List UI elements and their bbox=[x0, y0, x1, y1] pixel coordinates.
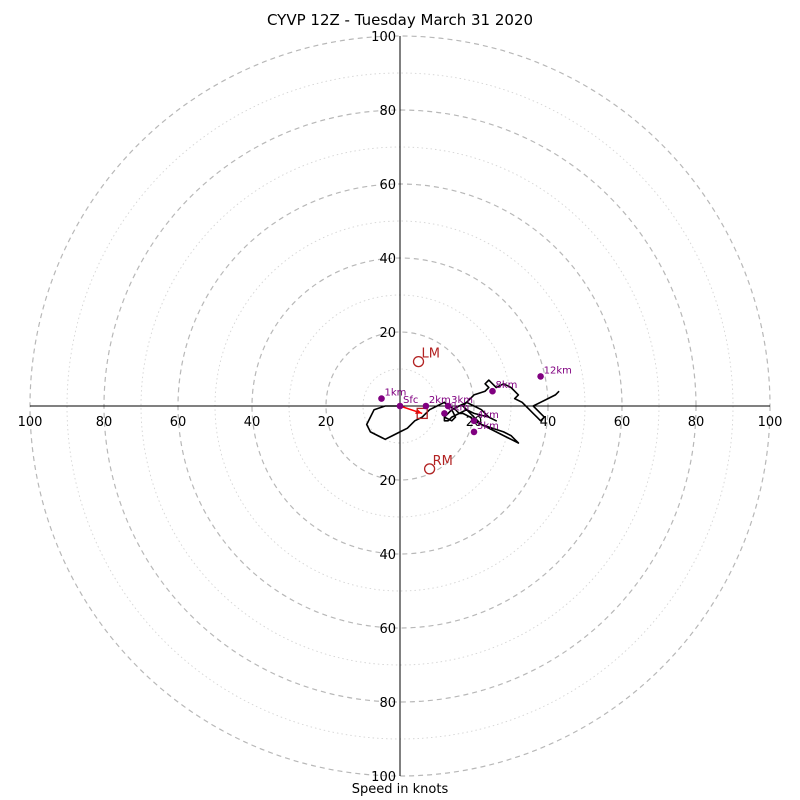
tick-label-west-60: 60 bbox=[170, 415, 187, 430]
tick-label-north-40: 40 bbox=[379, 252, 396, 267]
height-marker-8km bbox=[489, 387, 496, 395]
height-label-2km: 2km bbox=[429, 395, 451, 406]
tick-label-north-20: 20 bbox=[379, 326, 396, 341]
chart-title: CYVP 12Z - Tuesday March 31 2020 bbox=[266, 11, 534, 29]
height-marker-4km bbox=[470, 417, 478, 425]
storm-motion-label-LM: LM bbox=[422, 347, 440, 362]
height-label-Sfc: Sfc bbox=[403, 395, 418, 406]
tick-label-west-100: 100 bbox=[18, 415, 43, 430]
tick-label-east-100: 100 bbox=[758, 415, 783, 430]
hodograph-trace bbox=[365, 379, 560, 444]
tick-label-east-60: 60 bbox=[614, 415, 631, 430]
storm-motion-marker-RM bbox=[423, 463, 436, 475]
height-label-1km: 1km bbox=[385, 388, 407, 399]
mean-wind-marker bbox=[416, 407, 428, 420]
tick-label-north-80: 80 bbox=[379, 104, 396, 119]
tick-label-south-100: 100 bbox=[371, 770, 396, 785]
x-axis-label: Speed in knots bbox=[351, 782, 449, 797]
storm-motion-label-RM: RM bbox=[433, 454, 453, 469]
tick-label-west-80: 80 bbox=[96, 415, 113, 430]
height-marker-5km bbox=[470, 428, 478, 436]
tick-label-north-100: 100 bbox=[371, 30, 396, 45]
tick-label-east-40: 40 bbox=[540, 415, 557, 430]
tick-label-south-60: 60 bbox=[379, 622, 396, 637]
hodograph-trace-layer bbox=[365, 379, 560, 444]
height-marker-3km bbox=[444, 402, 452, 410]
height-marker-6km bbox=[441, 410, 448, 417]
height-marker-1km bbox=[378, 395, 385, 402]
height-marker-2km bbox=[422, 402, 430, 410]
height-marker-12km bbox=[537, 373, 544, 380]
tick-label-east-80: 80 bbox=[688, 415, 705, 430]
tick-label-south-80: 80 bbox=[379, 696, 396, 711]
shear-vector-arrowhead bbox=[415, 408, 423, 414]
tick-label-south-40: 40 bbox=[379, 548, 396, 563]
height-label-8km: 8km bbox=[496, 380, 518, 391]
height-label-6km: 6km bbox=[447, 402, 469, 413]
tick-label-west-20: 20 bbox=[318, 415, 335, 430]
tick-labels: 2020202040404040606060608080808010010010… bbox=[18, 30, 783, 785]
tick-label-west-40: 40 bbox=[244, 415, 261, 430]
height-label-5km: 5km bbox=[477, 421, 499, 432]
storm-motion-marker-LM bbox=[412, 355, 425, 368]
height-marker-Sfc bbox=[396, 402, 404, 410]
height-label-3km: 3km bbox=[451, 395, 473, 406]
height-label-4km: 4km bbox=[477, 410, 499, 421]
tick-label-north-60: 60 bbox=[379, 178, 396, 193]
tick-label-south-20: 20 bbox=[379, 474, 396, 489]
storm-motion-markers: LM RM bbox=[412, 347, 453, 475]
height-label-12km: 12km bbox=[544, 365, 572, 376]
